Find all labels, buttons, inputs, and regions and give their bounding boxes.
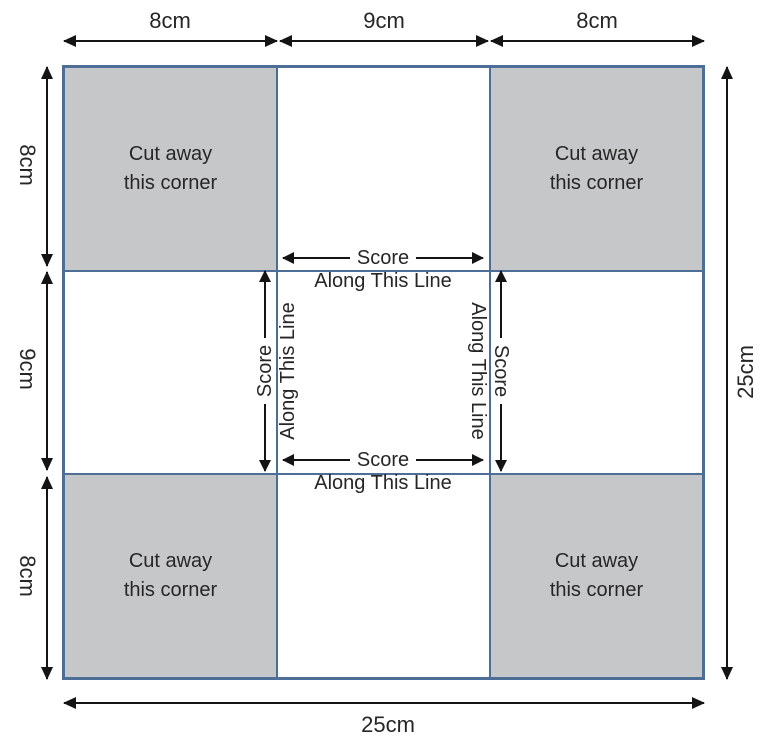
cell-middle-left	[64, 270, 277, 475]
score-label: Score	[490, 344, 513, 398]
arrow-right-icon	[264, 271, 266, 338]
cell-middle-right	[490, 270, 703, 475]
cell-bottom-middle	[277, 474, 490, 678]
arrow-right-icon	[416, 257, 483, 259]
score-arrow-row: Score	[283, 448, 483, 472]
corner-note-line2: this corner	[123, 579, 218, 602]
score-note-top: Score Along This Line	[283, 246, 483, 294]
along-this-line-label: Along This Line	[314, 472, 452, 494]
corner-note: Cut away this corner	[124, 547, 217, 605]
corner-note-line1: Cut away	[554, 550, 639, 573]
cell-bottom-right-cut-corner: Cut away this corner	[490, 474, 703, 678]
arrow-left-icon	[264, 404, 266, 471]
corner-note-line1: Cut away	[128, 142, 213, 165]
arrow-left-icon	[283, 257, 350, 259]
corner-note: Cut away this corner	[124, 140, 217, 198]
score-arrow-row: Score	[253, 271, 277, 471]
corner-note-line2: this corner	[549, 579, 644, 602]
bottom-dim-arrow-icon	[64, 702, 704, 704]
cell-bottom-left-cut-corner: Cut away this corner	[64, 474, 277, 678]
along-this-line-label: Along This Line	[277, 302, 299, 440]
arrow-left-icon	[283, 459, 350, 461]
left-dim-arrow-1-icon	[46, 67, 48, 266]
bottom-dim-label: 25cm	[361, 712, 415, 737]
template-grid: Cut away this corner Cut away this corne…	[62, 65, 705, 680]
score-note-left: Score Along This Line	[253, 271, 301, 471]
score-arrow-row: Score	[283, 246, 483, 270]
score-arrow-row: Score	[489, 271, 513, 471]
score-label: Score	[356, 246, 410, 269]
corner-note-line1: Cut away	[554, 142, 639, 165]
cell-top-left-cut-corner: Cut away this corner	[64, 67, 277, 271]
left-dim-label-3: 8cm	[15, 555, 40, 597]
left-dim-arrow-3-icon	[46, 477, 48, 679]
top-dim-arrow-2-icon	[280, 40, 488, 42]
score-note-bottom: Score Along This Line	[283, 448, 483, 496]
cell-top-middle	[277, 67, 490, 271]
top-dim-label-2: 9cm	[363, 8, 405, 33]
left-dim-label-1: 8cm	[15, 144, 40, 186]
corner-note: Cut away this corner	[550, 547, 643, 605]
top-dim-label-3: 8cm	[576, 8, 618, 33]
left-dim-label-2: 9cm	[15, 348, 40, 390]
arrow-left-icon	[500, 271, 502, 338]
left-dim-arrow-2-icon	[46, 272, 48, 470]
corner-note-line2: this corner	[549, 171, 644, 194]
arrow-right-icon	[416, 459, 483, 461]
corner-note: Cut away this corner	[550, 140, 643, 198]
top-dim-arrow-3-icon	[491, 40, 704, 42]
along-this-line-label: Along This Line	[314, 270, 452, 292]
score-label: Score	[356, 448, 410, 471]
score-label: Score	[253, 344, 276, 398]
along-this-line-label: Along This Line	[467, 302, 489, 440]
top-dim-arrow-1-icon	[64, 40, 277, 42]
cell-center-base	[277, 270, 490, 475]
corner-note-line1: Cut away	[128, 550, 213, 573]
arrow-right-icon	[500, 404, 502, 471]
corner-note-line2: this corner	[123, 171, 218, 194]
top-dim-label-1: 8cm	[149, 8, 191, 33]
right-dim-arrow-icon	[726, 67, 728, 679]
score-note-right: Score Along This Line	[465, 271, 513, 471]
right-dim-label: 25cm	[733, 345, 758, 399]
cell-top-right-cut-corner: Cut away this corner	[490, 67, 703, 271]
